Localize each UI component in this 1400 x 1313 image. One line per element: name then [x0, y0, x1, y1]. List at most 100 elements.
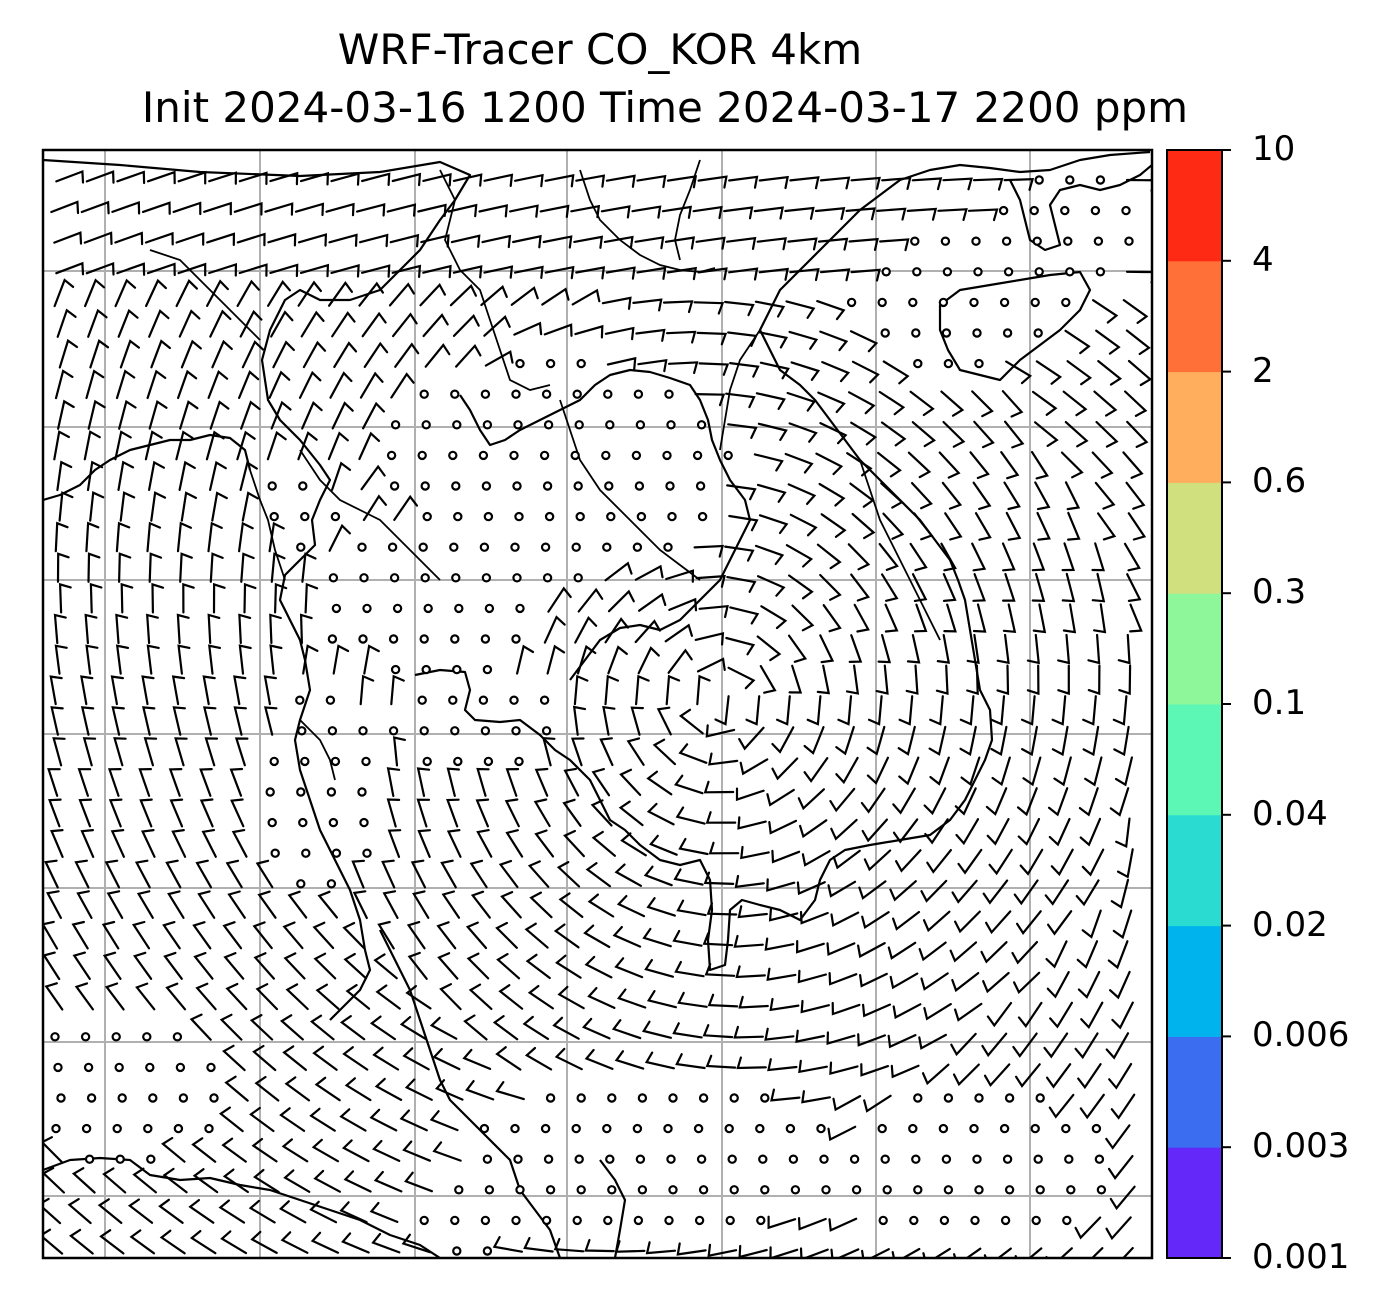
- wind-barb: [263, 706, 278, 736]
- calm-circle: [478, 695, 489, 705]
- wind-barb: [1091, 572, 1106, 603]
- wind-barb: [294, 202, 325, 217]
- calm-circle: [694, 1215, 705, 1226]
- calm-circle: [479, 542, 490, 552]
- wind-barb: [510, 286, 539, 306]
- wind-barb: [857, 942, 886, 959]
- map-frame: [41, 148, 1154, 1260]
- wind-barb: [371, 1232, 401, 1254]
- wind-barb: [1092, 299, 1119, 324]
- colorbar-segment: [1167, 482, 1222, 594]
- wind-barb: [726, 484, 757, 501]
- wind-barb: [887, 1034, 917, 1049]
- wind-barb: [328, 281, 353, 307]
- wind-barb: [645, 1241, 677, 1255]
- calm-circle: [969, 1123, 979, 1134]
- calm-circle: [973, 267, 983, 277]
- calm-circle: [511, 1215, 521, 1226]
- wind-barb: [209, 460, 227, 491]
- calm-circle: [637, 1185, 648, 1195]
- wind-barb: [54, 521, 69, 553]
- wind-barb: [576, 644, 597, 675]
- wind-barb: [211, 339, 233, 369]
- wind-barb: [373, 1170, 403, 1193]
- wind-barb: [282, 1045, 307, 1071]
- wind-barb: [441, 890, 461, 919]
- wind-barb: [1064, 421, 1089, 448]
- wind-barb: [863, 1094, 892, 1113]
- wind-barb: [758, 514, 789, 535]
- wind-barb: [1091, 542, 1105, 572]
- wind-barb: [1122, 299, 1149, 324]
- calm-circle: [606, 511, 616, 522]
- wind-barb: [877, 451, 902, 478]
- calm-circle: [692, 450, 703, 461]
- wind-barb: [375, 984, 401, 1010]
- wind-barb: [832, 1095, 862, 1112]
- wind-barb: [573, 235, 604, 249]
- wind-barb: [642, 927, 672, 948]
- wind-barb: [419, 283, 446, 307]
- wind-barb: [756, 483, 787, 503]
- wind-barb: [127, 1198, 154, 1224]
- wind-barb: [859, 972, 888, 988]
- wind-barb: [776, 695, 791, 726]
- wind-barb: [236, 279, 260, 307]
- wind-barb: [359, 371, 384, 399]
- wind-barb: [505, 829, 524, 858]
- wind-barb: [909, 390, 935, 417]
- wind-barb: [635, 674, 650, 706]
- wind-barb: [797, 788, 825, 811]
- wind-barb: [831, 1001, 861, 1016]
- wind-barb: [302, 340, 327, 369]
- calm-circle: [1095, 267, 1106, 277]
- wind-barb: [942, 573, 957, 602]
- wind-barb: [1035, 360, 1063, 385]
- wind-barb: [543, 323, 573, 337]
- wind-barb: [89, 339, 110, 369]
- wind-barb: [920, 972, 949, 991]
- wind-barb: [179, 552, 193, 583]
- calm-circle: [331, 848, 342, 858]
- wind-barb: [705, 724, 736, 738]
- wind-barb: [361, 264, 391, 278]
- wind-barb: [390, 372, 415, 399]
- wind-barb: [268, 521, 285, 553]
- calm-circle: [943, 1185, 954, 1195]
- wind-barb: [352, 890, 368, 920]
- wind-barb: [403, 1171, 433, 1193]
- wind-barb: [1105, 1032, 1130, 1060]
- wind-barb: [1017, 1001, 1043, 1028]
- wind-barb: [1082, 695, 1097, 726]
- wind-barb: [542, 235, 573, 249]
- wind-barb: [760, 605, 788, 630]
- wind-barb: [229, 767, 244, 797]
- wind-barb: [637, 646, 660, 675]
- calm-circle: [480, 1215, 491, 1226]
- wind-barb: [572, 705, 587, 736]
- wind-barb: [465, 1080, 495, 1101]
- wind-barb: [1107, 940, 1129, 970]
- wind-barb: [972, 603, 987, 633]
- calm-circle: [539, 695, 550, 705]
- wind-barb: [881, 176, 912, 190]
- wind-barb: [646, 770, 673, 796]
- calm-circle: [267, 817, 277, 828]
- wind-barb: [466, 952, 490, 980]
- wind-barb: [177, 369, 198, 400]
- wind-barb: [512, 234, 542, 249]
- wind-barb: [661, 205, 693, 219]
- calm-circle: [880, 328, 890, 338]
- wind-barb: [697, 175, 728, 189]
- calm-circle: [635, 420, 646, 430]
- wind-barb: [636, 266, 667, 280]
- colorbar-tick-label: 0.001: [1252, 1237, 1350, 1277]
- wind-barb: [179, 400, 199, 430]
- wind-barb: [971, 390, 994, 418]
- wind-barb: [673, 868, 704, 886]
- wind-barb: [85, 521, 100, 553]
- calm-circle: [604, 481, 614, 491]
- wind-barb: [1087, 664, 1101, 696]
- wind-barb: [913, 512, 934, 541]
- wind-barb: [43, 1136, 63, 1164]
